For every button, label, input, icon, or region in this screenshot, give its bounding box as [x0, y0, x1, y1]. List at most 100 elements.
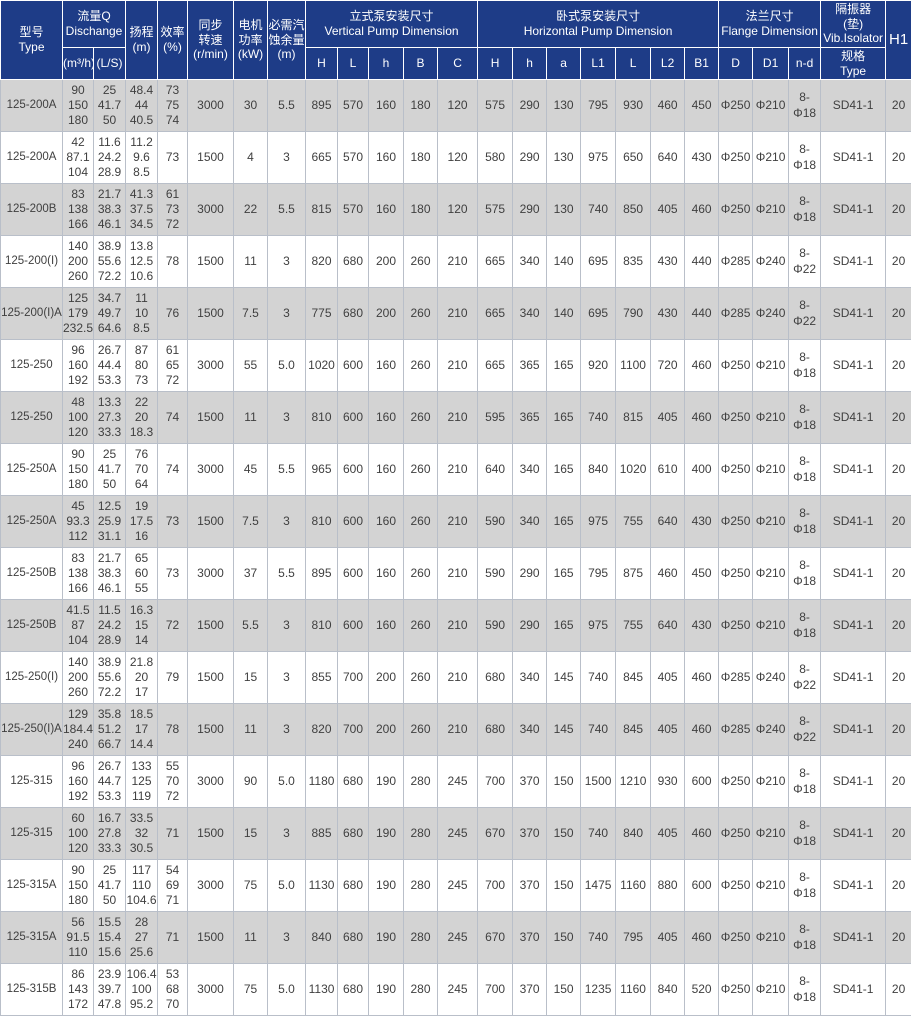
cell-v-C: 120: [438, 184, 478, 236]
cell-v-C: 210: [438, 496, 478, 548]
cell-flange-nd: 8-Φ18: [789, 808, 821, 860]
cell-v-H: 840: [306, 912, 338, 964]
cell-eff: 74: [158, 444, 188, 496]
cell-type: 125-315: [1, 808, 63, 860]
cell-power: 4: [234, 132, 268, 184]
cell-h-B1: 430: [685, 132, 719, 184]
cell-H1: 20: [886, 496, 911, 548]
cell-h-a: 165: [547, 496, 581, 548]
cell-h-H: 590: [478, 496, 513, 548]
header-head: 扬程 (m): [126, 1, 158, 80]
cell-h-L2: 840: [651, 964, 685, 1016]
cell-H1: 20: [886, 340, 911, 392]
cell-head: 13.8 12.5 10.6: [126, 236, 158, 288]
cell-type: 125-200B: [1, 184, 63, 236]
cell-h-H: 700: [478, 756, 513, 808]
cell-h-h: 340: [513, 236, 547, 288]
cell-type: 125-250: [1, 340, 63, 392]
cell-eff: 71: [158, 912, 188, 964]
cell-v-C: 210: [438, 600, 478, 652]
cell-isolator: SD41-1: [821, 860, 886, 912]
cell-v-h: 190: [369, 756, 404, 808]
header-unit-ls: (L/S): [94, 47, 126, 79]
cell-ls: 21.7 38.3 46.1: [94, 184, 126, 236]
cell-flange-nd: 8-Φ18: [789, 964, 821, 1016]
cell-h-B1: 600: [685, 756, 719, 808]
cell-flange-D1: Φ210: [753, 184, 789, 236]
cell-h-B1: 450: [685, 548, 719, 600]
cell-v-B: 260: [404, 496, 438, 548]
cell-h-H: 700: [478, 860, 513, 912]
cell-h-H: 575: [478, 184, 513, 236]
cell-ls: 34.7 49.7 64.6: [94, 288, 126, 340]
cell-v-L: 570: [338, 184, 369, 236]
cell-isolator: SD41-1: [821, 184, 886, 236]
cell-type: 125-250: [1, 392, 63, 444]
header-h1: H1: [886, 1, 911, 80]
cell-v-L: 600: [338, 496, 369, 548]
cell-h-H: 665: [478, 340, 513, 392]
cell-npsh: 5.5: [268, 444, 306, 496]
cell-h-L1: 795: [581, 80, 616, 132]
cell-flange-D1: Φ240: [753, 288, 789, 340]
cell-h-h: 340: [513, 444, 547, 496]
cell-v-h: 200: [369, 652, 404, 704]
cell-ls: 15.5 15.4 15.6: [94, 912, 126, 964]
cell-flange-nd: 8-Φ18: [789, 548, 821, 600]
cell-v-B: 280: [404, 808, 438, 860]
cell-flange-D1: Φ210: [753, 860, 789, 912]
cell-speed: 1500: [188, 600, 234, 652]
cell-h-h: 370: [513, 964, 547, 1016]
cell-h-L: 840: [616, 808, 651, 860]
header-h-h: h: [513, 47, 547, 79]
cell-h-a: 130: [547, 184, 581, 236]
cell-npsh: 3: [268, 288, 306, 340]
cell-H1: 20: [886, 444, 911, 496]
cell-v-h: 160: [369, 548, 404, 600]
cell-power: 90: [234, 756, 268, 808]
cell-v-H: 885: [306, 808, 338, 860]
cell-flange-D1: Φ210: [753, 340, 789, 392]
cell-h-B1: 460: [685, 184, 719, 236]
cell-v-L: 600: [338, 600, 369, 652]
cell-v-H: 810: [306, 392, 338, 444]
cell-h-L2: 460: [651, 80, 685, 132]
cell-npsh: 3: [268, 600, 306, 652]
cell-h-L1: 740: [581, 808, 616, 860]
cell-head: 48.4 44 40.5: [126, 80, 158, 132]
cell-h-L: 850: [616, 184, 651, 236]
header-unit-m3h: (m³/h): [63, 47, 94, 79]
cell-speed: 3000: [188, 964, 234, 1016]
cell-flange-D1: Φ210: [753, 392, 789, 444]
header-v-B: B: [404, 47, 438, 79]
cell-power: 75: [234, 860, 268, 912]
cell-flange-D: Φ285: [719, 652, 753, 704]
cell-isolator: SD41-1: [821, 444, 886, 496]
cell-eff: 76: [158, 288, 188, 340]
cell-power: 7.5: [234, 288, 268, 340]
cell-power: 11: [234, 704, 268, 756]
cell-head: 19 17.5 16: [126, 496, 158, 548]
cell-m3h: 83 138 166: [63, 548, 94, 600]
cell-speed: 1500: [188, 236, 234, 288]
cell-head: 117 110 104.6: [126, 860, 158, 912]
cell-v-B: 260: [404, 236, 438, 288]
header-vertical-dimension: 立式泵安装尺寸 Vertical Pump Dimension: [306, 1, 478, 48]
cell-v-L: 570: [338, 132, 369, 184]
cell-h-L1: 975: [581, 600, 616, 652]
cell-ls: 11.5 24.2 28.9: [94, 600, 126, 652]
cell-h-L2: 405: [651, 704, 685, 756]
header-h-a: a: [547, 47, 581, 79]
cell-h-L: 1100: [616, 340, 651, 392]
cell-type: 125-250A: [1, 496, 63, 548]
cell-H1: 20: [886, 184, 911, 236]
cell-m3h: 42 87.1 104: [63, 132, 94, 184]
cell-type: 125-315: [1, 756, 63, 808]
cell-ls: 26.7 44.4 53.3: [94, 340, 126, 392]
cell-ls: 21.7 38.3 46.1: [94, 548, 126, 600]
cell-h-L: 650: [616, 132, 651, 184]
cell-head: 16.3 15 14: [126, 600, 158, 652]
